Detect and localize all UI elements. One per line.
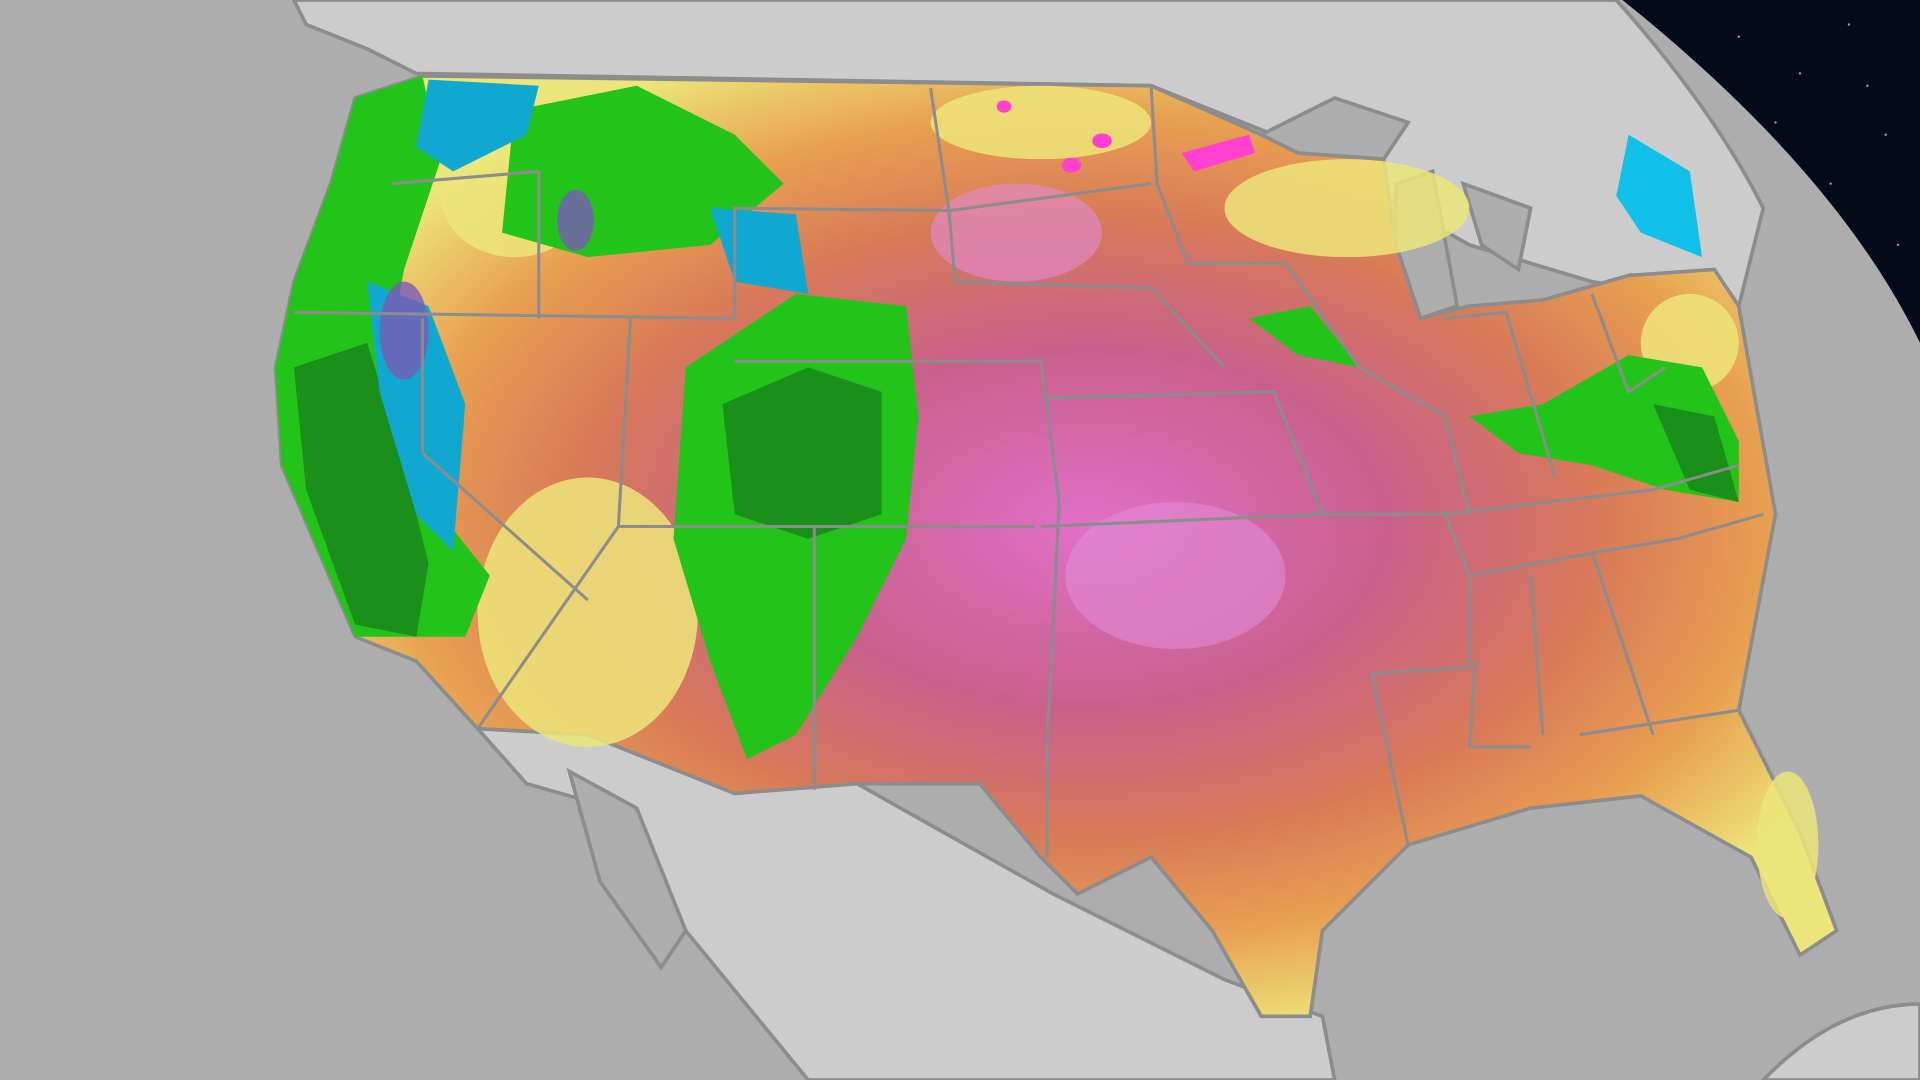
mix (379, 189, 594, 380)
land-baja (566, 767, 688, 971)
stars (1737, 23, 1900, 247)
land-canada (291, 0, 1766, 309)
precip-heavy (293, 342, 1739, 637)
extreme-heat (996, 100, 1256, 173)
state-borders (293, 85, 1764, 858)
